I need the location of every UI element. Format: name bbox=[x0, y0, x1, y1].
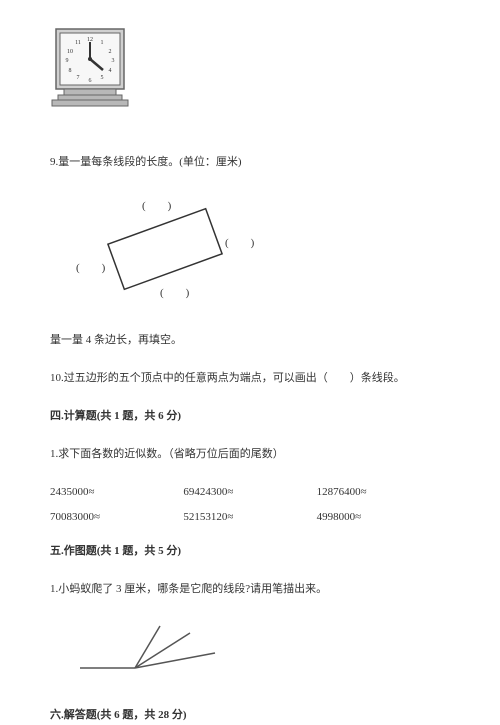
approx-item: 2435000≈ bbox=[50, 483, 183, 503]
lines-svg bbox=[70, 618, 230, 683]
svg-text:( ): ( ) bbox=[142, 200, 172, 212]
svg-text:( ): ( ) bbox=[160, 287, 190, 299]
question-9: 9.量一量每条线段的长度。(单位：厘米) bbox=[50, 153, 450, 173]
q10-text: 10.过五边形的五个顶点中的任意两点为端点，可以画出（ ）条线段。 bbox=[50, 372, 405, 384]
approx-item: 69424300≈ bbox=[183, 483, 316, 503]
svg-text:1: 1 bbox=[101, 40, 104, 46]
clock-svg: 12 1 2 3 4 5 6 7 8 9 10 11 bbox=[50, 25, 130, 115]
rect-svg: ( ) ( ) ( ) ( ) bbox=[70, 191, 270, 306]
question-10: 10.过五边形的五个顶点中的任意两点为端点，可以画出（ ）条线段。 bbox=[50, 369, 450, 389]
svg-text:( ): ( ) bbox=[76, 262, 106, 274]
section5-q1-text: 1.小蚂蚁爬了 3 厘米，哪条是它爬的线段?请用笔描出来。 bbox=[50, 583, 327, 595]
svg-text:9: 9 bbox=[66, 58, 69, 64]
section4-q1-text: 1.求下面各数的近似数。（省略万位后面的尾数） bbox=[50, 448, 284, 460]
svg-text:10: 10 bbox=[67, 49, 73, 55]
approx-row-2: 70083000≈ 52153120≈ 4998000≈ bbox=[50, 508, 450, 528]
svg-text:7: 7 bbox=[77, 75, 80, 81]
clock-figure: 12 1 2 3 4 5 6 7 8 9 10 11 bbox=[50, 25, 450, 123]
section4-q1: 1.求下面各数的近似数。（省略万位后面的尾数） bbox=[50, 445, 450, 465]
svg-text:11: 11 bbox=[75, 40, 81, 46]
q9-followup: 量一量 4 条边长，再填空。 bbox=[50, 331, 450, 351]
approx-item: 12876400≈ bbox=[317, 483, 450, 503]
lines-diagram bbox=[70, 618, 450, 691]
q9-text: 9.量一量每条线段的长度。(单位：厘米) bbox=[50, 156, 242, 168]
svg-text:5: 5 bbox=[101, 75, 104, 81]
svg-text:( ): ( ) bbox=[225, 237, 255, 249]
section-5-title: 五.作图题(共 1 题，共 5 分) bbox=[50, 542, 450, 562]
svg-text:3: 3 bbox=[112, 58, 115, 64]
svg-text:2: 2 bbox=[109, 49, 112, 55]
section-4-title: 四.计算题(共 1 题，共 6 分) bbox=[50, 407, 450, 427]
svg-text:4: 4 bbox=[109, 68, 112, 74]
section5-q1: 1.小蚂蚁爬了 3 厘米，哪条是它爬的线段?请用笔描出来。 bbox=[50, 580, 450, 600]
q9-followup-text: 量一量 4 条边长，再填空。 bbox=[50, 334, 182, 346]
approx-row-1: 2435000≈ 69424300≈ 12876400≈ bbox=[50, 483, 450, 503]
rectangle-diagram: ( ) ( ) ( ) ( ) bbox=[70, 191, 450, 314]
approx-item: 4998000≈ bbox=[317, 508, 450, 528]
approx-item: 70083000≈ bbox=[50, 508, 183, 528]
approx-item: 52153120≈ bbox=[183, 508, 316, 528]
svg-text:8: 8 bbox=[69, 68, 72, 74]
svg-text:6: 6 bbox=[89, 78, 92, 84]
section-6-title: 六.解答题(共 6 题，共 28 分) bbox=[50, 706, 450, 725]
